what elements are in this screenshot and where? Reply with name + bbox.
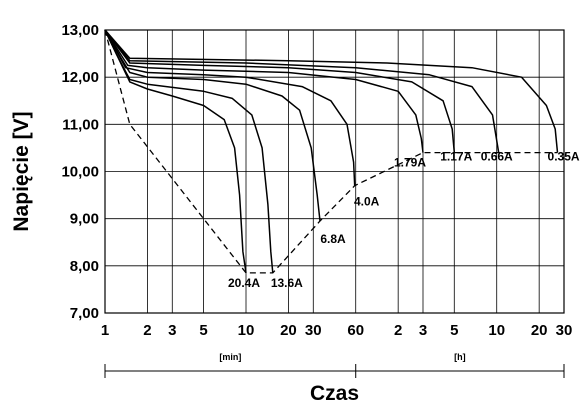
x-unit-label: [h] — [454, 352, 466, 362]
x-tick-label: 2 — [394, 322, 402, 339]
x-unit-label: [min] — [219, 352, 241, 362]
curve-label: 6.8A — [320, 232, 346, 246]
x-tick-label: 1 — [101, 322, 109, 339]
x-tick-label: 3 — [168, 322, 176, 339]
x-tick-label: 10 — [238, 322, 255, 339]
discharge-curve-1-79a — [104, 29, 424, 153]
x-tick-label: 30 — [556, 322, 573, 339]
y-tick-label: 7,00 — [70, 305, 99, 322]
discharge-curves — [104, 29, 559, 274]
x-tick-label: 20 — [280, 322, 297, 339]
discharge-curve-0-66a — [104, 29, 500, 153]
discharge-curve-13-6a — [104, 29, 274, 273]
discharge-curve-0-35a — [104, 29, 559, 153]
x-tick-label: 10 — [488, 322, 505, 339]
x-tick-label: 5 — [450, 322, 458, 339]
y-axis-label: Napięcie [V] — [10, 111, 33, 231]
y-tick-label: 11,00 — [62, 116, 99, 133]
y-tick-label: 9,00 — [70, 211, 99, 228]
y-tick-label: 10,00 — [61, 164, 99, 181]
curve-label: 1.17A — [440, 150, 472, 164]
x-unit-ruler: [min] [h] — [104, 352, 565, 378]
x-tick-label: 20 — [531, 322, 548, 339]
x-axis-label: Czas — [310, 382, 359, 405]
x-tick-label: 3 — [419, 322, 427, 339]
y-tick-label: 13,00 — [61, 22, 99, 39]
x-tick-label: 30 — [305, 322, 322, 339]
curve-label: 20.4A — [228, 276, 260, 290]
curve-label: 0.35A — [548, 150, 580, 164]
curve-label: 4.0A — [354, 195, 380, 209]
curve-label: 1.79A — [394, 156, 426, 170]
x-tick-label: 60 — [347, 322, 364, 339]
plot-frame — [104, 29, 565, 314]
y-tick-label: 8,00 — [70, 258, 99, 275]
curve-current-labels: 20.4A 13.6A 6.8A 4.0A 1.79A 1.17A 0.66A 0.35A — [228, 150, 580, 290]
x-tick-label: 2 — [143, 322, 151, 339]
curve-label: 0.66A — [481, 150, 513, 164]
x-tick-label: 5 — [199, 322, 207, 339]
y-tick-label: 12,00 — [61, 69, 99, 86]
y-axis-ticks: 7,00 8,00 9,00 10,00 11,00 12,00 13,00 — [61, 22, 99, 322]
discharge-curve-4-0a — [104, 29, 356, 186]
x-axis-ticks: 1 2 3 5 10 20 30 60 2 3 5 10 20 30 — [101, 322, 573, 339]
discharge-curve-1-17a — [104, 29, 456, 153]
end-voltage-dashed-curve — [104, 29, 558, 274]
curve-label: 13.6A — [271, 276, 303, 290]
